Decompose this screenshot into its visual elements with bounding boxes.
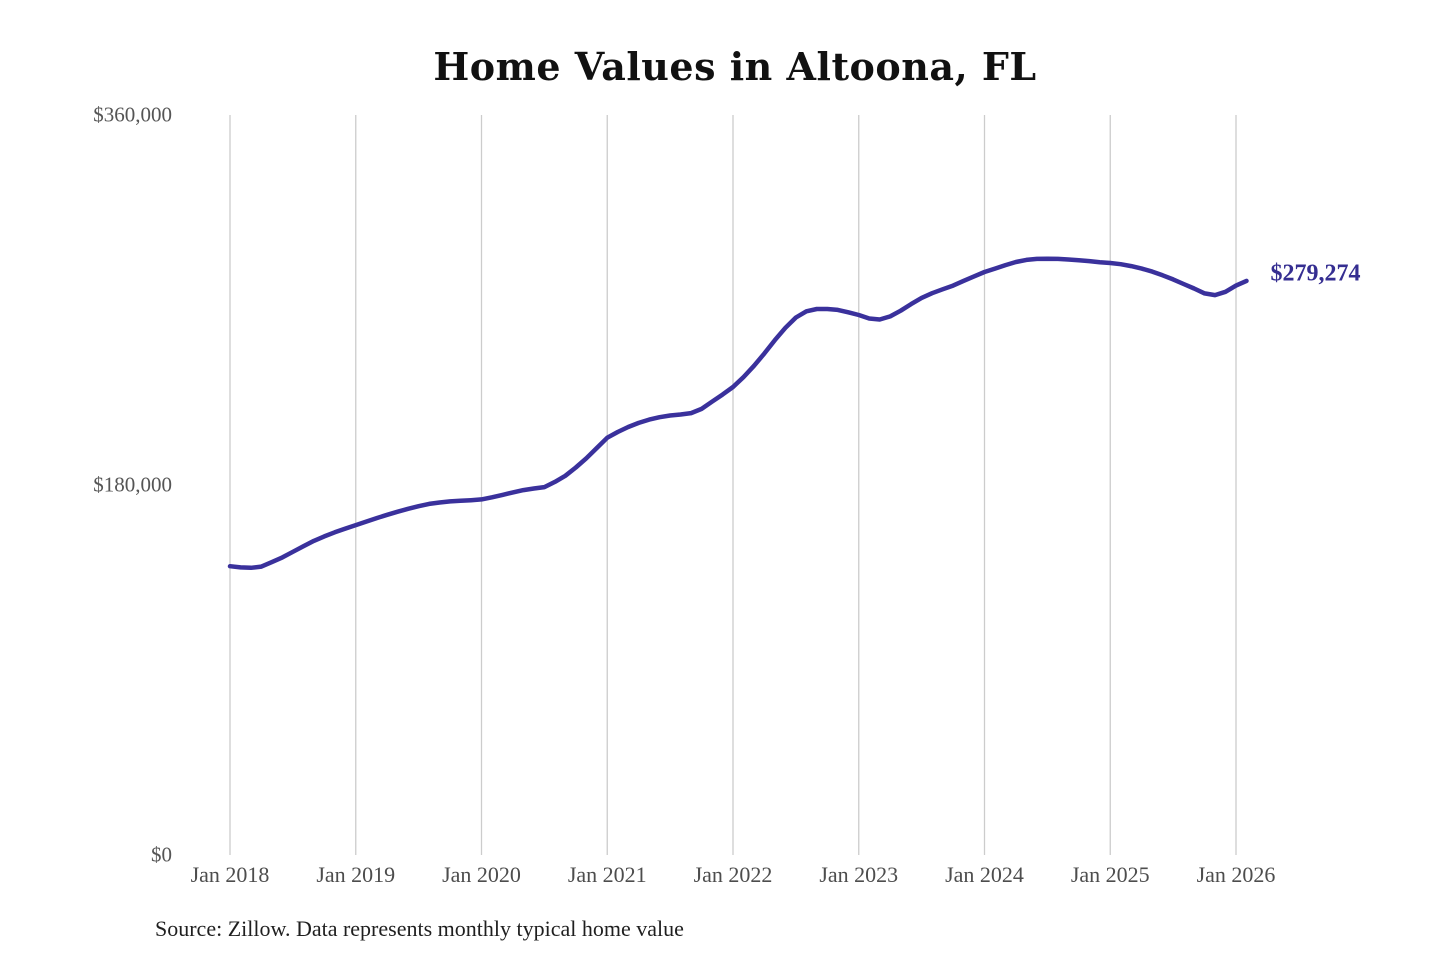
source-note: Source: Zillow. Data represents monthly …: [155, 916, 684, 941]
x-tick-label: Jan 2022: [693, 862, 773, 887]
x-tick-label: Jan 2020: [442, 862, 521, 887]
latest-value-label: $279,274: [1270, 260, 1361, 287]
x-tick-label: Jan 2018: [190, 862, 270, 887]
y-tick-label: $0: [151, 842, 172, 867]
y-tick-label: $360,000: [93, 102, 172, 127]
chart-title: Home Values in Altoona, FL: [433, 44, 1037, 89]
y-tick-label: $180,000: [93, 472, 172, 497]
home-value-line: [227, 256, 1249, 571]
x-tick-label: Jan 2025: [1070, 862, 1150, 887]
x-tick-label: Jan 2021: [567, 862, 647, 887]
x-tick-label: Jan 2023: [819, 862, 899, 887]
x-tick-label: Jan 2024: [945, 862, 1024, 887]
vertical-gridlines: [229, 115, 1237, 855]
x-tick-label: Jan 2019: [316, 862, 396, 887]
x-tick-label: Jan 2026: [1196, 862, 1276, 887]
